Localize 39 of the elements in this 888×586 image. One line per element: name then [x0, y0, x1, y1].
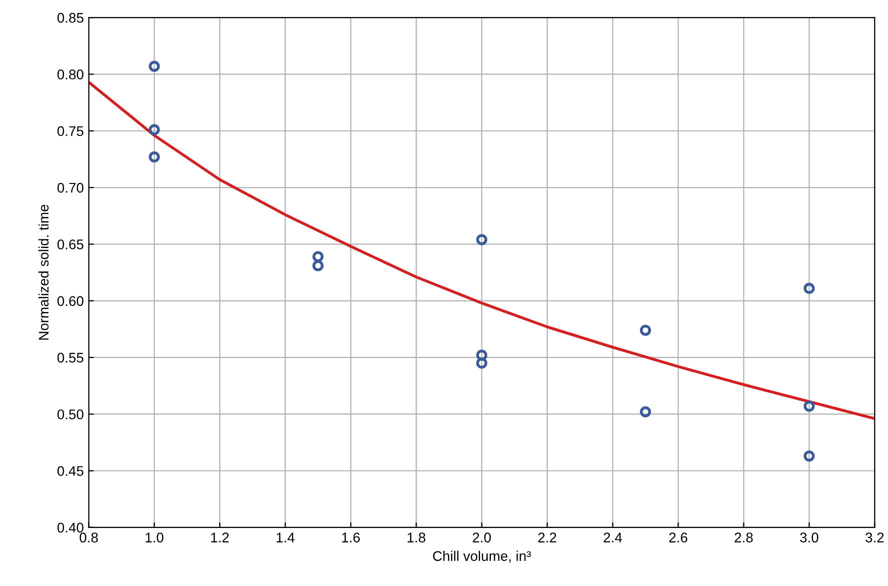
point [476, 358, 488, 369]
x-tick-label: 1.4 [276, 532, 295, 542]
x-tick-label: 2.2 [538, 532, 556, 542]
point [476, 350, 488, 361]
y-tick-label: 0.65 [57, 240, 84, 250]
x-tick-label: 2.8 [734, 532, 753, 542]
point [148, 60, 160, 72]
point [148, 151, 160, 162]
point [640, 406, 652, 418]
point [312, 251, 324, 262]
point [804, 400, 815, 412]
x-tick-label: 2.6 [669, 532, 688, 542]
x-tick-label: 1.0 [146, 532, 164, 542]
y-axis-title: Normalized solid. time [38, 204, 49, 340]
x-axis-title: Chill volume, in³ [433, 550, 531, 563]
y-tick-label: 0.45 [57, 466, 84, 476]
point [640, 324, 652, 336]
y-tick-label: 0.70 [57, 182, 84, 193]
y-tick-label: 0.85 [57, 12, 84, 23]
y-tick-label: 0.40 [57, 522, 84, 533]
x-tick-label: 3.2 [866, 532, 884, 542]
point [804, 450, 815, 462]
y-tick-label: 0.50 [57, 409, 84, 420]
point [148, 124, 160, 136]
x-tick-label: 2.4 [604, 532, 622, 542]
point [476, 234, 488, 246]
y-tick-label: 0.80 [57, 70, 84, 80]
x-tick-label: 0.8 [80, 532, 98, 542]
line-series [88, 80, 875, 420]
x-tick-label: 2.0 [472, 532, 491, 542]
x-tick-label: 3.0 [800, 532, 818, 542]
y-tick-label: 0.75 [57, 126, 84, 136]
x-tick-label: 1.8 [408, 532, 426, 542]
x-tick-label: 1.2 [211, 532, 229, 542]
y-tick-label: 0.60 [57, 296, 84, 306]
x-tick-label: 1.6 [342, 532, 360, 542]
point [804, 282, 815, 294]
y-tick-label: 0.55 [57, 352, 84, 363]
point [312, 260, 324, 272]
